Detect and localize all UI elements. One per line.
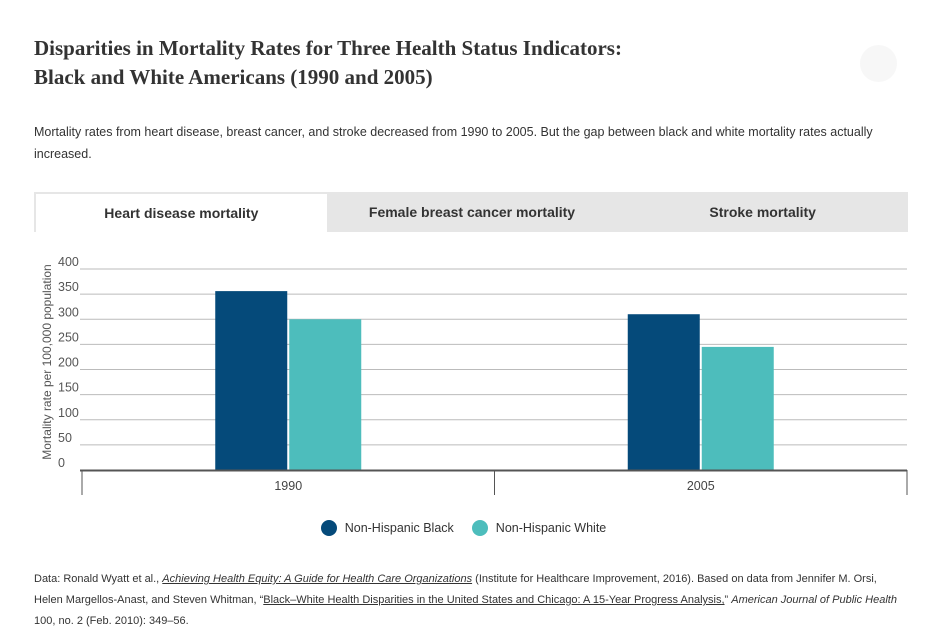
bar-1990-black: [215, 291, 288, 470]
close-button[interactable]: [860, 45, 897, 82]
source-mid1: (Institute for Healthcare Improvement, 2…: [34, 573, 877, 606]
description: Mortality rates from heart disease, brea…: [34, 125, 873, 161]
legend-swatch-black: [320, 520, 337, 536]
y-tick-label: 0: [58, 456, 65, 470]
x-tick-label: 2005: [687, 479, 715, 493]
title-line-2: Black and White Americans (1990 and 2005…: [34, 65, 433, 89]
tab-bar: Heart disease mortality Female breast ca…: [34, 192, 908, 232]
bar-2005-black: [627, 314, 700, 470]
y-tick-label: 250: [58, 330, 79, 344]
source-article-link[interactable]: Black–White Health Disparities in the Un…: [263, 594, 725, 606]
legend-label-white: Non-Hispanic White: [495, 521, 607, 535]
bar-2005-white: [701, 346, 774, 470]
chart-title: Disparities in Mortality Rates for Three…: [34, 34, 622, 92]
y-tick-label: 350: [58, 280, 79, 294]
y-tick-label: 150: [58, 381, 79, 395]
bar-1990-white: [289, 319, 362, 470]
title-line-1: Disparities in Mortality Rates for Three…: [34, 36, 622, 60]
tab-stroke[interactable]: Stroke mortality: [709, 204, 816, 220]
legend-item-black[interactable]: Non-Hispanic Black: [320, 520, 454, 536]
source-book-link[interactable]: Achieving Health Equity: A Guide for Hea…: [162, 573, 473, 585]
y-tick-label: 300: [58, 305, 79, 319]
legend: Non-Hispanic Black Non-Hispanic White: [0, 520, 927, 536]
legend-label-black: Non-Hispanic Black: [344, 521, 454, 535]
y-tick-label: 100: [58, 406, 79, 420]
source-note: Data: Ronald Wyatt et al., Achieving Hea…: [34, 569, 904, 632]
source-prefix: Data: Ronald Wyatt et al.,: [34, 573, 163, 585]
y-tick-label: 50: [58, 431, 72, 445]
source-journal: American Journal of Public Health: [731, 594, 897, 606]
source-mid2: ”: [724, 594, 732, 606]
source-suffix: 100, no. 2 (Feb. 2010): 349–56.: [34, 615, 189, 627]
legend-swatch-white: [471, 520, 488, 536]
tab-heart-disease[interactable]: Heart disease mortality: [34, 192, 327, 232]
y-tick-label: 400: [58, 255, 79, 269]
x-tick-label: 1990: [274, 479, 302, 493]
y-axis-label: Mortality rate per 100,000 population: [40, 264, 54, 459]
y-tick-label: 200: [58, 356, 79, 370]
legend-item-white[interactable]: Non-Hispanic White: [471, 520, 607, 536]
tab-breast-cancer[interactable]: Female breast cancer mortality: [368, 204, 576, 220]
